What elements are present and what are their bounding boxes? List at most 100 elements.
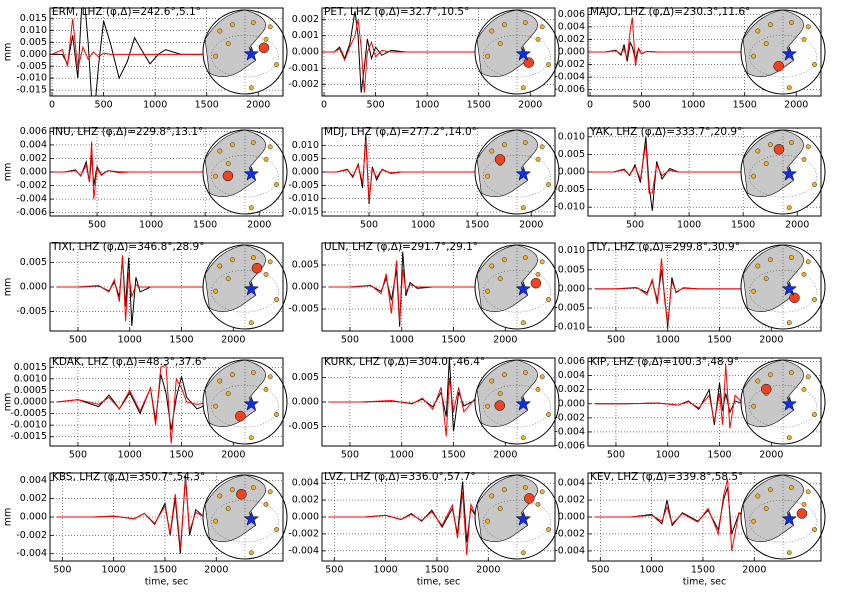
y-tick-label: -0.002 [554,412,585,423]
y-tick-label: -0.015 [288,207,319,218]
land [476,129,538,197]
y-tick-label: 0.0010 [14,373,47,384]
station-dot [786,320,792,326]
map-inset [202,129,288,215]
y-tick-label: -0.006 [554,84,585,95]
y-tick-label: -0.001 [288,63,319,74]
y-tick-label: -0.004 [16,194,47,205]
x-tick-label: 1000 [640,565,664,576]
station-dot [546,527,551,532]
x-tick-label: 500 [53,565,71,576]
station-dot [213,173,219,179]
station-dot [763,506,769,511]
graticule [749,154,817,198]
station-dot [751,53,756,59]
panel-title: KDAK, LHZ (φ,Δ)=48.3°,37.6° [52,356,207,368]
station-dot [497,276,503,281]
x-tick-label: 1000 [681,100,705,111]
station-dot [250,255,256,261]
y-tick-label: -0.004 [16,548,47,559]
waveform [595,258,772,324]
station-dot [812,527,817,532]
axes-frame [49,127,284,217]
y-tick-label: -0.005 [554,184,585,195]
event-star [781,395,798,411]
x-tick-label: 2000 [204,565,228,576]
station-dot [523,485,528,490]
y-tick-label: 0.010 [20,25,47,36]
station-dot [520,85,526,91]
panel-title: LVZ, LHZ (φ,Δ)=336.0°,57.7° [324,471,476,483]
x-tick-label: 500 [88,220,106,231]
y-tick-label: 0.000 [20,49,47,60]
y-tick-label: 0.0000 [14,397,47,408]
waveform [53,141,260,200]
land [742,129,804,197]
station-dot [250,20,256,25]
station-dot [225,506,231,511]
y-tick-label: 0.005 [292,260,319,271]
event-star [515,45,532,61]
panel-title: MDJ, LHZ (φ,Δ)=277.2°,14.0° [324,126,477,138]
panel: 0.005 0.000 -0.005 500 1000 1500 2000 KURK, LHZ… [288,356,560,461]
station-dot [786,205,792,211]
station-dot [248,320,254,326]
land [742,359,804,427]
station-dot [535,386,541,392]
panel-title: MAJO, LHZ (φ,Δ)=230.3°,11.6° [590,6,750,18]
graticule [483,270,551,313]
panel: 0.004 0.002 0.000 -0.002 -0.004 500 1000 1500 20… [288,471,560,588]
station-dot [489,493,495,499]
land [204,129,266,197]
station-dot [229,372,235,378]
y-tick-label: 0.000 [558,47,585,58]
station-dot [229,142,235,148]
station-highlight [523,57,534,68]
station-dot [497,391,503,396]
x-tick-label: 500 [69,335,87,346]
station-dot [489,378,495,384]
station-highlight [789,292,800,304]
station-dot [225,391,231,396]
station-dot [805,259,811,265]
y-tick-label: -0.006 [16,207,47,218]
station-highlight [258,42,270,54]
x-tick-label: 1500 [195,100,219,111]
y-tick-label: 0.006 [558,356,585,367]
x-tick-label: 1000 [139,220,163,231]
axes-frame [321,127,556,217]
x-tick-label: 1000 [374,565,398,576]
station-dot [805,374,811,380]
waveform [52,8,259,96]
station-dot [485,288,490,294]
y-tick-label: 0.002 [20,493,47,504]
station-dot [250,370,256,375]
x-tick-label: 1500 [707,450,731,461]
station-dot [520,550,526,556]
station-dot [217,493,223,499]
station-dot [801,37,807,42]
station-dot [539,259,545,265]
station-dot [755,493,761,499]
station-dot [786,435,792,441]
map-inset [740,129,826,215]
y-tick-label: -0.015 [16,85,47,96]
x-tick-label: 500 [633,100,651,111]
waveform [329,377,516,437]
y-tick-label: -0.0015 [10,431,47,442]
x-tick-label: 1500 [193,220,217,231]
y-axis-label: mm [3,393,14,412]
station-dot [539,489,545,495]
station-dot [225,161,231,167]
station-dot [812,62,817,67]
y-tick-label: -0.005 [288,421,319,432]
y-tick-label: -0.002 [554,528,585,539]
station-dot [539,374,545,380]
station-dot [763,41,769,46]
axes-frame [587,7,822,97]
waveform [57,255,234,322]
panel-title: KEV, LHZ (φ,Δ)=339.8°,58.5° [590,471,743,483]
axes-frame [587,357,822,447]
station-dot [274,297,279,302]
